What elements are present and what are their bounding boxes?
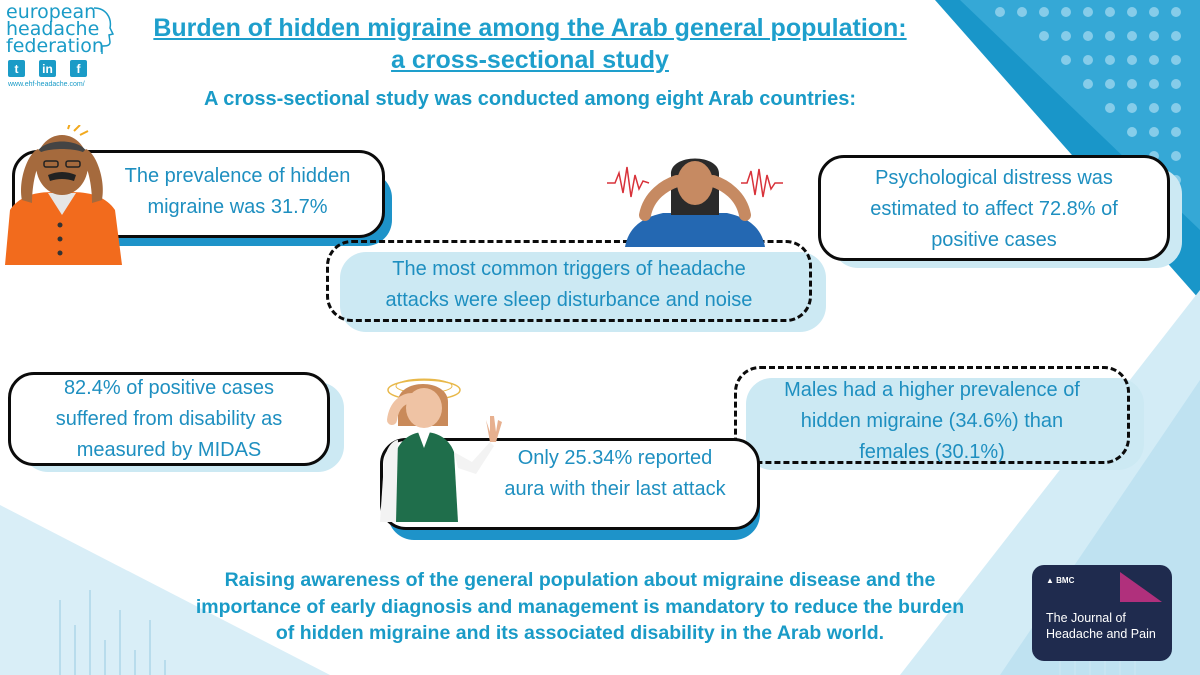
box-shadow	[340, 252, 826, 332]
text-line: suffered from disability as	[55, 408, 283, 430]
ehf-name-line: headache	[6, 18, 100, 40]
bmc-publisher: BMC	[1056, 576, 1075, 585]
man-headache-illustration	[5, 125, 122, 265]
distress-card	[818, 155, 1170, 261]
journal-badge[interactable]	[1032, 565, 1172, 661]
conclusion-text: Raising awareness of the general populat…	[150, 567, 1010, 647]
linkedin-icon[interactable]: in	[39, 60, 56, 77]
text-line: The prevalence of hidden	[124, 165, 351, 187]
social-links: t in f	[8, 60, 87, 77]
text-line: Only 25.34% reported	[517, 447, 713, 469]
disability-text: 82.4% of positive cases suffered from di…	[8, 373, 330, 466]
text-line: The most common triggers of headache	[392, 258, 746, 280]
facebook-icon[interactable]: f	[70, 60, 87, 77]
journal-name: The Journal of Headache and Pain	[1046, 610, 1156, 642]
ehf-logo[interactable]: european headache federation	[6, 1, 116, 57]
text-line: 82.4% of positive cases	[63, 377, 275, 399]
text-line: migraine was 31.7%	[147, 196, 328, 218]
ehf-name-line: federation	[6, 35, 104, 57]
text-line: aura with their last attack	[504, 478, 726, 500]
triggers-card	[326, 240, 812, 322]
text-line: hidden migraine (34.6%) than	[800, 410, 1064, 432]
text-line: measured by MIDAS	[76, 439, 262, 461]
page-title: Burden of hidden migraine among the Arab…	[100, 12, 960, 76]
ehf-name-line: european	[6, 1, 97, 23]
woman-noise-illustration	[607, 158, 783, 247]
journal-name-line: The Journal of	[1046, 611, 1126, 625]
conclusion-line: Raising awareness of the general populat…	[224, 569, 936, 591]
bmc-mark-icon: ▲	[1046, 576, 1057, 585]
journal-name-line: Headache and Pain	[1046, 627, 1156, 641]
aura-text: Only 25.34% reported aura with their las…	[480, 443, 750, 505]
prevalence-text: The prevalence of hidden migraine was 31…	[95, 161, 380, 223]
ehf-url[interactable]: www.ehf-headache.com/	[8, 81, 85, 88]
distress-text: Psychological distress was estimated to …	[818, 163, 1170, 256]
disability-card	[8, 372, 330, 466]
conclusion-line: importance of early diagnosis and manage…	[195, 595, 965, 618]
gender-text: Males had a higher prevalence of hidden …	[734, 375, 1130, 468]
conclusion-line: of hidden migraine and its associated di…	[275, 622, 885, 644]
head-profile-icon	[93, 7, 114, 54]
text-line: Males had a higher prevalence of	[784, 379, 1080, 401]
woman-dizzy-illustration	[380, 378, 502, 522]
title-line-2: a cross-sectional study	[391, 46, 669, 74]
text-line: estimated to affect 72.8% of	[870, 198, 1118, 220]
text-line: females (30.1%)	[859, 441, 1005, 463]
box-shadow	[746, 378, 1144, 470]
twitter-icon[interactable]: t	[8, 60, 25, 77]
text-line: attacks were sleep disturbance and noise	[385, 289, 753, 311]
triggers-text: The most common triggers of headache att…	[326, 254, 812, 316]
bmc-logo: ▲ BMC	[1046, 576, 1074, 585]
title-line-1: Burden of hidden migraine among the Arab…	[153, 14, 907, 42]
page-subtitle: A cross-sectional study was conducted am…	[204, 88, 856, 110]
text-line: positive cases	[931, 229, 1057, 251]
journal-accent-shape	[1120, 572, 1162, 602]
gender-card	[734, 366, 1130, 464]
text-line: Psychological distress was	[875, 167, 1113, 189]
